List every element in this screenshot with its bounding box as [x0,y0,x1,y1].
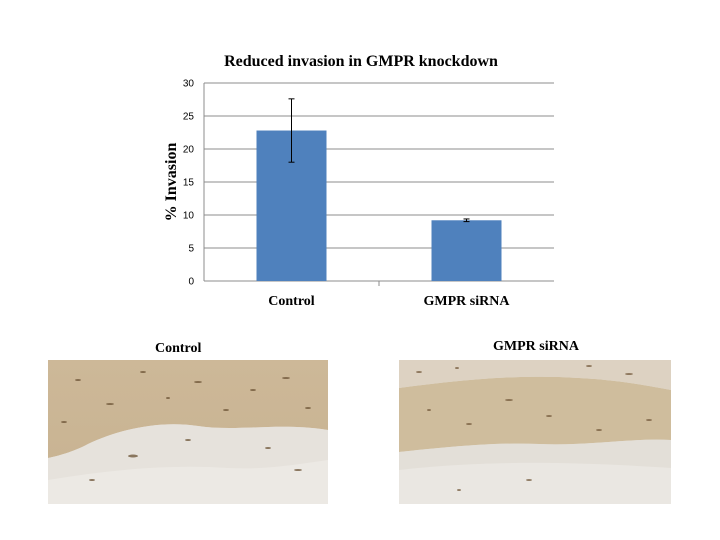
y-tick-label: 15 [183,178,195,189]
control-micrograph [48,360,328,504]
y-tick-label: 20 [183,145,195,156]
bar-chart: Reduced invasion in GMPR knockdown 0 5 10 1… [163,53,554,309]
y-axis-label: % Invasion [163,143,180,222]
y-tick-label: 0 [188,277,194,288]
bar-1 [431,220,502,281]
chart-title: Reduced invasion in GMPR knockdown [224,53,498,70]
sirna-image-label: GMPR siRNA [493,339,579,354]
y-axis-ticks: 0 5 10 15 20 25 30 [183,79,195,288]
x-axis-ticks: Control GMPR siRNA [268,294,510,309]
error-bars [288,98,470,223]
y-tick-label: 25 [183,112,195,123]
x-tick-label: GMPR siRNA [424,294,511,309]
sirna-micrograph [399,360,671,504]
control-image-label: Control [155,341,202,356]
y-tick-label: 10 [183,211,195,222]
bars [256,130,502,281]
x-tick-label: Control [268,294,315,309]
y-tick-label: 5 [188,244,194,255]
y-tick-label: 30 [183,79,195,90]
